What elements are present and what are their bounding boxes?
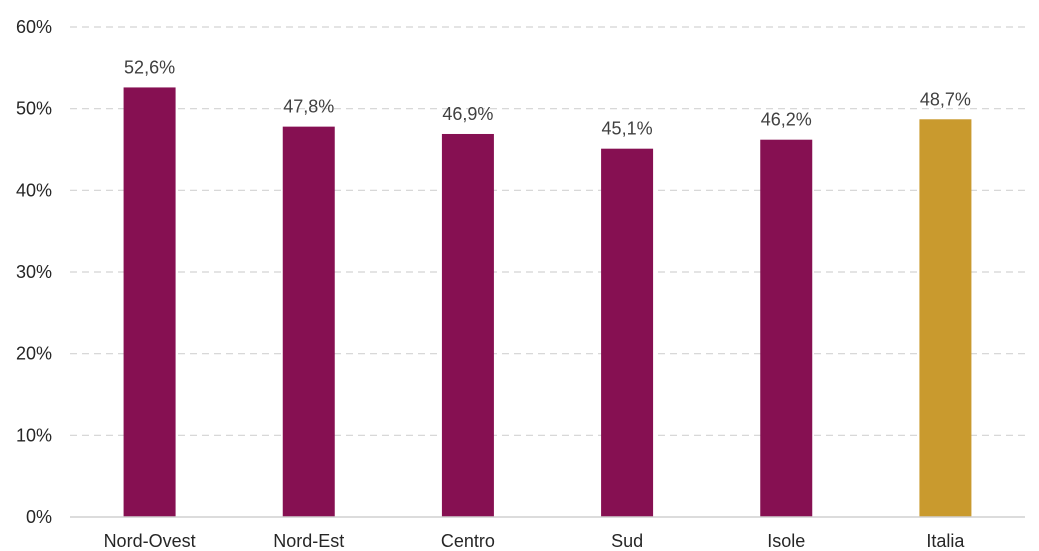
bar-isole — [760, 139, 813, 517]
bar-centro — [441, 133, 494, 517]
category-label-isole: Isole — [767, 531, 805, 551]
data-label-centro: 46,9% — [442, 104, 493, 124]
y-tick-label: 60% — [16, 17, 52, 37]
data-label-sud: 45,1% — [602, 119, 653, 139]
bar-nord-ovest — [123, 87, 176, 517]
data-label-nord-ovest: 52,6% — [124, 57, 175, 77]
category-label-nord-ovest: Nord-Ovest — [104, 531, 196, 551]
y-tick-label: 10% — [16, 425, 52, 445]
bar-italia — [919, 119, 972, 518]
data-label-italia: 48,7% — [920, 89, 971, 109]
y-tick-label: 50% — [16, 99, 52, 119]
gridlines — [70, 26, 1025, 436]
x-axis-category-labels: Nord-Ovest Nord-Est Centro Sud Isole Italia — [104, 531, 966, 551]
bar-sud — [601, 148, 654, 517]
y-tick-label: 30% — [16, 262, 52, 282]
data-label-isole: 46,2% — [761, 110, 812, 130]
category-label-italia: Italia — [926, 531, 965, 551]
category-label-sud: Sud — [611, 531, 643, 551]
y-axis-tick-labels: 0% 10% 20% 30% 40% 50% 60% — [16, 17, 52, 527]
category-label-centro: Centro — [441, 531, 495, 551]
bars — [123, 87, 972, 518]
y-tick-label: 0% — [26, 507, 52, 527]
y-tick-label: 20% — [16, 344, 52, 364]
data-labels: 52,6% 47,8% 46,9% 45,1% 46,2% 48,7% — [124, 57, 971, 138]
bar-nord-est — [282, 126, 335, 517]
y-tick-label: 40% — [16, 180, 52, 200]
data-label-nord-est: 47,8% — [283, 97, 334, 117]
category-label-nord-est: Nord-Est — [273, 531, 344, 551]
